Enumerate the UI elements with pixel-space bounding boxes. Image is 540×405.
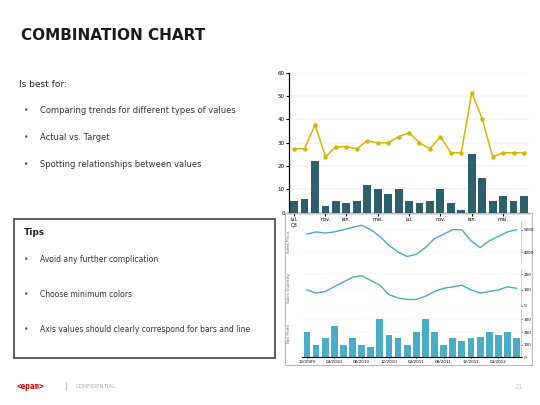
- Bar: [367, 347, 374, 357]
- Bar: [363, 185, 371, 213]
- Bar: [376, 320, 383, 357]
- Text: Net Profit: Net Profit: [287, 324, 291, 343]
- Bar: [468, 338, 475, 357]
- Bar: [404, 345, 410, 357]
- Bar: [340, 345, 347, 357]
- Bar: [440, 345, 447, 357]
- Bar: [290, 201, 298, 213]
- Bar: [332, 201, 340, 213]
- Text: Spotting relationships between values: Spotting relationships between values: [40, 160, 202, 169]
- FancyBboxPatch shape: [14, 219, 275, 358]
- Text: Axis values should clearly correspond for bars and line: Axis values should clearly correspond fo…: [40, 326, 251, 335]
- Text: 21: 21: [515, 384, 524, 390]
- Bar: [342, 203, 350, 213]
- Bar: [520, 196, 528, 213]
- Text: COMBINATION CHART: COMBINATION CHART: [21, 28, 205, 43]
- Bar: [489, 201, 497, 213]
- Bar: [449, 338, 456, 357]
- Text: Actual vs. Target: Actual vs. Target: [40, 133, 110, 142]
- Bar: [426, 201, 434, 213]
- Bar: [5, 374, 57, 399]
- Bar: [303, 332, 310, 357]
- Bar: [457, 210, 465, 213]
- Bar: [499, 196, 507, 213]
- Bar: [431, 332, 438, 357]
- Text: Is best for:: Is best for:: [19, 79, 67, 89]
- Text: Sales Price: Sales Price: [287, 231, 291, 253]
- Bar: [436, 190, 444, 213]
- Text: •: •: [24, 326, 29, 335]
- Bar: [447, 203, 455, 213]
- Text: Avoid any further complication: Avoid any further complication: [40, 256, 159, 264]
- Text: 2009: 2009: [303, 253, 316, 258]
- Bar: [413, 332, 420, 357]
- Text: 2010: 2010: [387, 253, 400, 258]
- Bar: [422, 320, 429, 357]
- Bar: [301, 199, 308, 213]
- Bar: [322, 338, 329, 357]
- Text: Choose minimum colors: Choose minimum colors: [40, 290, 132, 299]
- Text: Comparing trends for different types of values: Comparing trends for different types of …: [40, 106, 237, 115]
- Bar: [510, 201, 517, 213]
- Text: •: •: [24, 290, 29, 299]
- Text: Tips: Tips: [24, 228, 45, 237]
- Text: Sales Quantity: Sales Quantity: [287, 273, 291, 303]
- Bar: [386, 335, 393, 357]
- Bar: [313, 345, 320, 357]
- Text: •: •: [24, 133, 29, 142]
- Bar: [358, 345, 365, 357]
- Bar: [468, 154, 476, 213]
- Bar: [331, 326, 338, 357]
- Bar: [384, 194, 392, 213]
- Text: •: •: [24, 160, 29, 169]
- Bar: [458, 341, 465, 357]
- Text: 2011: 2011: [481, 253, 494, 258]
- Bar: [486, 332, 492, 357]
- Bar: [478, 178, 486, 213]
- Bar: [405, 201, 413, 213]
- Text: •: •: [24, 256, 29, 264]
- Bar: [353, 201, 361, 213]
- Text: Sales Price, Quantity and Profit Correlation Combo Chart: Sales Price, Quantity and Profit Correla…: [332, 227, 487, 232]
- Bar: [416, 203, 423, 213]
- Bar: [477, 337, 483, 357]
- Bar: [311, 162, 319, 213]
- Bar: [374, 190, 382, 213]
- Text: •: •: [24, 106, 29, 115]
- Bar: [495, 335, 502, 357]
- Text: |: |: [65, 382, 68, 391]
- Bar: [349, 338, 356, 357]
- Bar: [395, 338, 402, 357]
- Text: <epam>: <epam>: [17, 382, 45, 391]
- Bar: [513, 338, 520, 357]
- Bar: [504, 332, 511, 357]
- Bar: [321, 206, 329, 213]
- Text: CONFIDENTIAL: CONFIDENTIAL: [76, 384, 116, 389]
- Bar: [395, 190, 402, 213]
